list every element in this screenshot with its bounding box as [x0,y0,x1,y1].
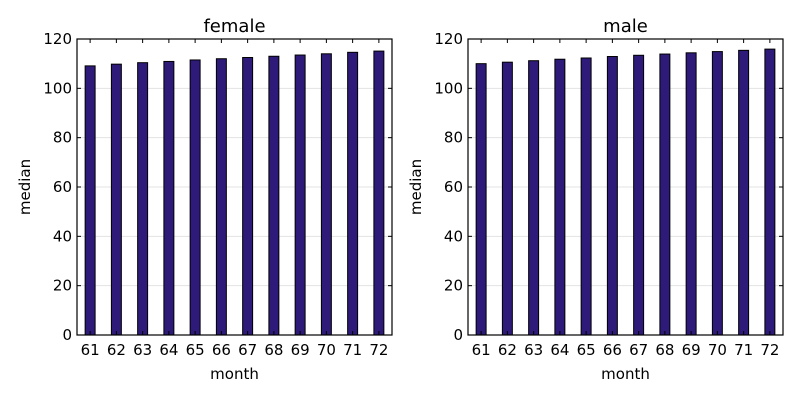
bar-69 [685,52,697,336]
x-tick-label: 63 [524,341,543,359]
female-panel: 0 20 40 60 80 100 120 61 62 63 64 65 66 67 68 69 70 71 72 f… [16,16,393,383]
y-tick-label: 0 [62,326,72,344]
x-tick-label: 65 [577,341,596,359]
bar-62 [110,63,122,336]
bar-64 [163,60,175,336]
plot-frame [76,38,393,336]
y-axis-label: median [407,159,425,215]
bar-71 [347,51,359,336]
y-tick-label: 20 [444,277,463,295]
y-tick-label: 100 [434,79,463,97]
x-tick-label: 69 [291,341,310,359]
bar-70 [711,51,723,336]
x-tick-label: 70 [708,341,727,359]
bar-66 [215,58,227,336]
bar-66 [606,56,618,336]
bar-72 [764,48,776,336]
bar-61 [84,65,96,336]
x-axis-label: month [210,365,259,383]
y-tick-label: 80 [444,129,463,147]
bar-61 [475,63,487,336]
bar-69 [294,54,306,336]
male-panel: 0 20 40 60 80 100 120 61 62 63 64 65 66 67 68 69 70 71 72 m… [407,16,784,383]
y-tick-label: 40 [53,227,72,245]
y-axis-label: median [16,159,34,215]
chart-title: male [603,16,648,37]
x-tick-label: 71 [734,341,753,359]
bar-71 [738,49,750,336]
x-tick-label: 67 [629,341,648,359]
x-tick-label: 70 [317,341,336,359]
x-tick-label: 64 [159,341,178,359]
bar-68 [659,53,671,336]
x-tick-label: 65 [186,341,205,359]
x-tick-label: 68 [655,341,674,359]
x-tick-label: 68 [264,341,283,359]
bar-64 [554,58,566,336]
bar-68 [268,55,280,336]
x-tick-label: 61 [472,341,491,359]
x-tick-label: 64 [550,341,569,359]
bar-67 [242,57,254,336]
x-tick-label: 62 [498,341,517,359]
x-tick-label: 72 [760,341,779,359]
x-tick-label: 67 [238,341,257,359]
x-tick-label: 62 [107,341,126,359]
bar-67 [633,54,645,336]
y-tick-label: 20 [53,277,72,295]
y-tick-label: 60 [53,178,72,196]
bar-63 [528,60,540,336]
y-tick-label: 120 [43,30,72,48]
x-tick-label: 63 [133,341,152,359]
plot-frame [467,38,784,336]
x-tick-label: 71 [343,341,362,359]
x-tick-label: 72 [369,341,388,359]
bar-63 [137,62,149,336]
x-tick-label: 66 [212,341,231,359]
y-tick-label: 0 [453,326,463,344]
x-axis-label: month [601,365,650,383]
x-tick-label: 61 [81,341,100,359]
y-tick-label: 100 [43,79,72,97]
chart-title: female [203,16,265,37]
x-tick-label: 69 [682,341,701,359]
y-tick-label: 40 [444,227,463,245]
bar-65 [580,57,592,336]
bar-62 [501,61,513,336]
y-tick-label: 80 [53,129,72,147]
y-tick-label: 60 [444,178,463,196]
y-tick-label: 120 [434,30,463,48]
bar-65 [189,59,201,336]
bar-72 [373,50,385,336]
x-tick-label: 66 [603,341,622,359]
bar-70 [320,53,332,336]
